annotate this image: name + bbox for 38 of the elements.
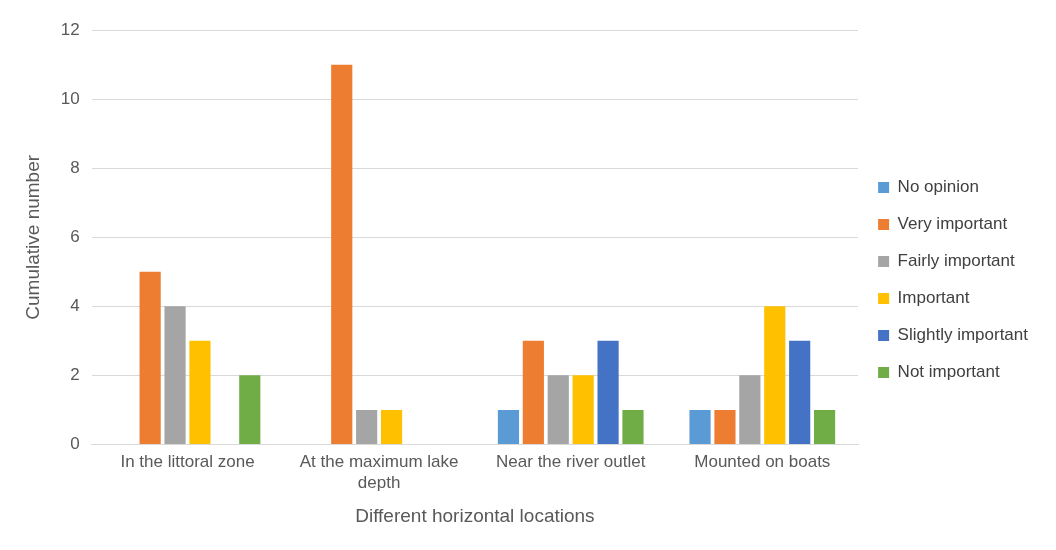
x-axis-title: Different horizontal locations [355,504,595,526]
bar [622,409,644,444]
y-tick-label: 6 [70,226,80,246]
bar [331,64,353,444]
bar [380,409,403,444]
bar [597,340,619,444]
bar [689,409,711,444]
y-axis-title: Cumulative number [21,154,43,320]
y-tick-label: 10 [60,88,80,108]
x-tick-label: At the maximum lake depth [299,452,459,492]
x-tick-label: Near the river outlet [496,452,646,472]
legend-label: Fairly important [897,251,1016,271]
legend-label: Not important [897,362,1000,382]
bar [497,409,520,444]
legend-label: Very important [897,214,1008,234]
y-tick-label: 12 [60,19,80,39]
y-tick-label: 0 [70,434,80,454]
legend-label: Important [897,288,970,308]
y-tick-label: 8 [70,157,80,177]
bar [572,375,594,444]
bar [764,306,786,444]
bar [547,375,569,444]
x-tick-label: Mounted on boats [694,452,831,472]
bar [814,409,836,444]
legend-label: No opinion [897,177,979,197]
y-tick-label: 2 [70,365,80,385]
bar [239,375,261,444]
bar [189,340,211,444]
x-tick-label: In the littoral zone [120,452,255,472]
bar [164,306,186,444]
bar [356,409,378,444]
bar [789,340,811,444]
legend-label: Slightly important [897,325,1029,345]
bar [739,375,761,444]
y-tick-label: 4 [70,296,80,316]
bar [139,271,161,444]
bar [714,409,736,444]
bar [522,340,544,444]
